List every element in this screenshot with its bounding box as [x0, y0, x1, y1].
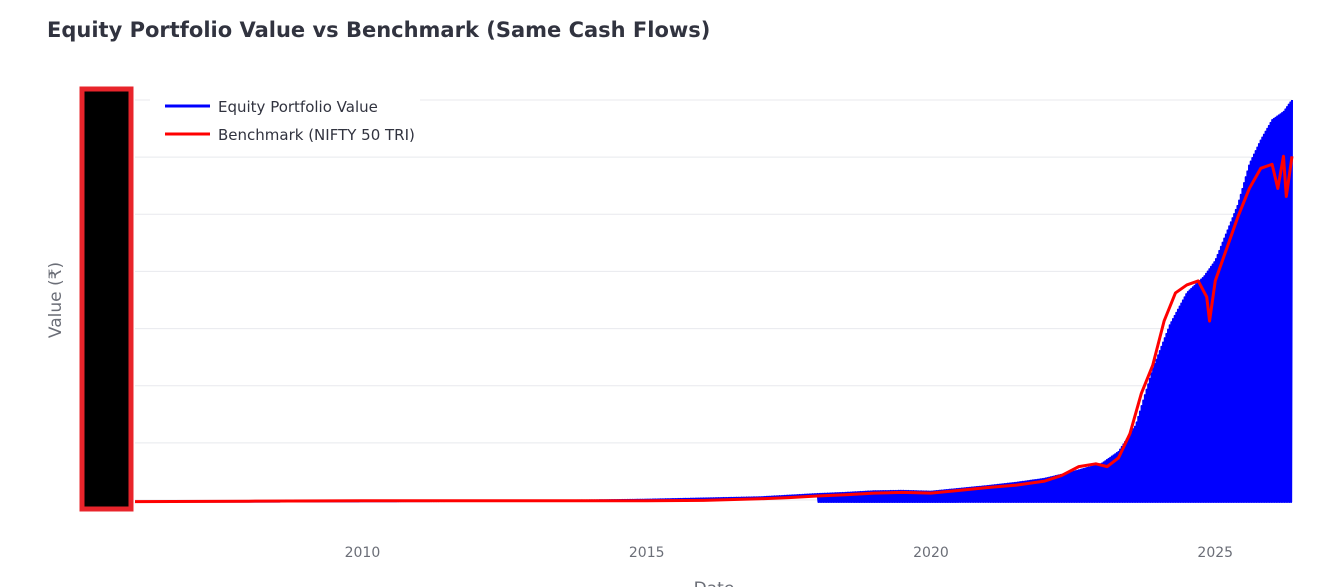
series-line-benchmark — [134, 154, 1294, 504]
legend: Equity Portfolio Value Benchmark (NIFTY … — [150, 92, 420, 154]
legend-background — [150, 92, 420, 154]
legend-item-benchmark[interactable]: Benchmark (NIFTY 50 TRI) — [165, 126, 415, 144]
series-layer — [134, 99, 1294, 504]
legend-label-benchmark: Benchmark (NIFTY 50 TRI) — [218, 126, 415, 144]
series-line-portfolio — [134, 99, 1293, 503]
legend-label-portfolio: Equity Portfolio Value — [218, 98, 378, 116]
x-tick-label: 2020 — [913, 545, 949, 561]
gridlines — [135, 99, 1292, 501]
chart-title: Equity Portfolio Value vs Benchmark (Sam… — [47, 18, 711, 42]
x-axis-title: Date — [694, 579, 735, 587]
redacted-y-tick-labels — [79, 86, 134, 512]
x-tick-label: 2015 — [629, 545, 665, 561]
x-tick-label: 2025 — [1197, 545, 1233, 561]
legend-item-portfolio[interactable]: Equity Portfolio Value — [165, 98, 378, 116]
x-tick-label: 2010 — [345, 545, 381, 561]
y-axis-title: Value (₹) — [46, 262, 66, 338]
x-axis-ticks: 2010 2015 2020 2025 — [345, 545, 1233, 561]
